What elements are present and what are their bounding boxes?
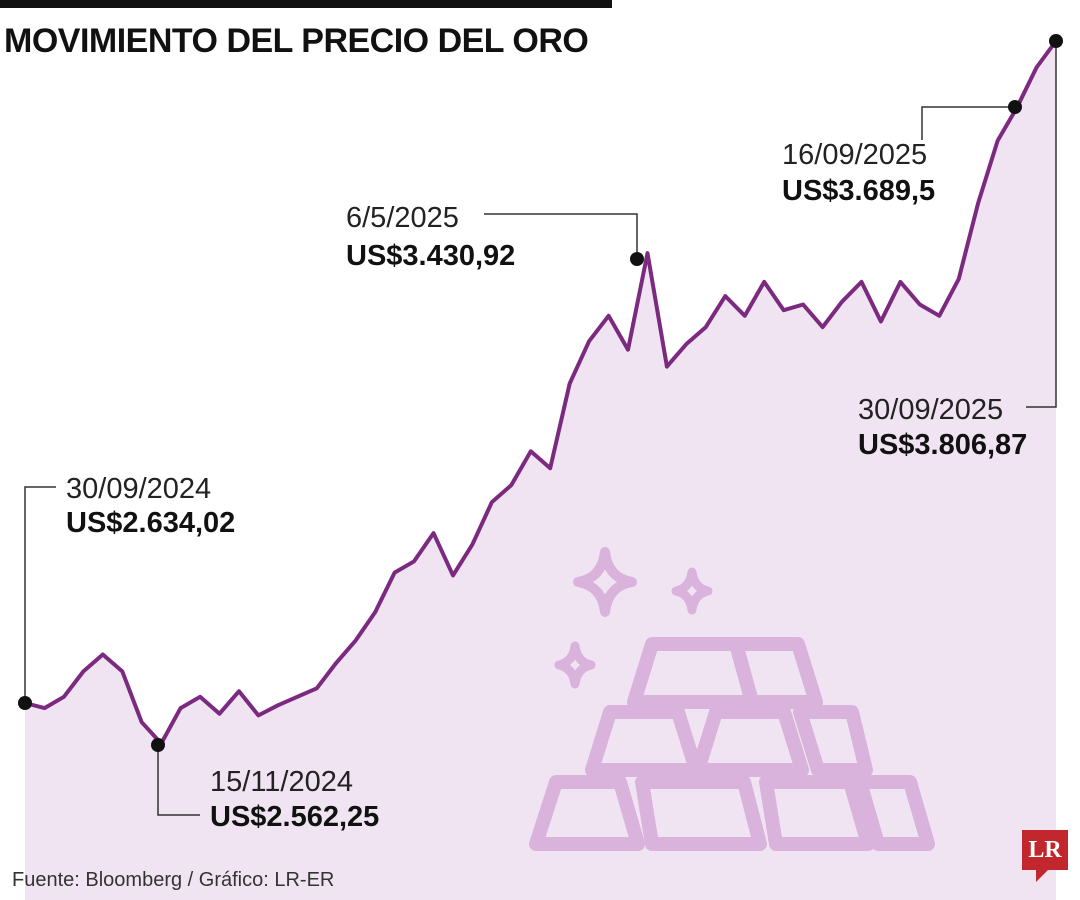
leader-line-low xyxy=(157,745,200,816)
annotation-date: 15/11/2024 xyxy=(210,766,353,798)
annotation-date: 6/5/2025 xyxy=(346,202,459,234)
leader-line-end xyxy=(1026,41,1057,408)
gold-bars-icon xyxy=(529,547,935,851)
point-end xyxy=(1049,34,1063,48)
annotation-value: US$2.562,25 xyxy=(210,801,379,833)
leader-line-start xyxy=(24,486,56,703)
point-start xyxy=(18,696,32,710)
annotation-value: US$3.689,5 xyxy=(782,175,935,207)
annotation-value: US$3.430,92 xyxy=(346,240,515,272)
annotation-date: 16/09/2025 xyxy=(782,139,927,171)
chart-title: MOVIMIENTO DEL PRECIO DEL ORO xyxy=(4,22,589,60)
leader-line-september16 xyxy=(921,106,1015,140)
point-may xyxy=(630,252,644,266)
annotation-date: 30/09/2025 xyxy=(858,394,1003,426)
point-low xyxy=(151,738,165,752)
annotation-value: US$2.634,02 xyxy=(66,507,235,539)
annotation-date: 30/09/2024 xyxy=(66,473,211,505)
top-rule xyxy=(0,0,612,8)
price-area-fill xyxy=(25,41,1056,900)
lr-logo: LR xyxy=(1022,830,1068,882)
source-note: Fuente: Bloomberg / Gráfico: LR-ER xyxy=(12,869,335,891)
annotation-value: US$3.806,87 xyxy=(858,429,1027,461)
price-line xyxy=(24,39,1058,746)
point-september16 xyxy=(1008,100,1022,114)
leader-line-may xyxy=(484,213,638,259)
